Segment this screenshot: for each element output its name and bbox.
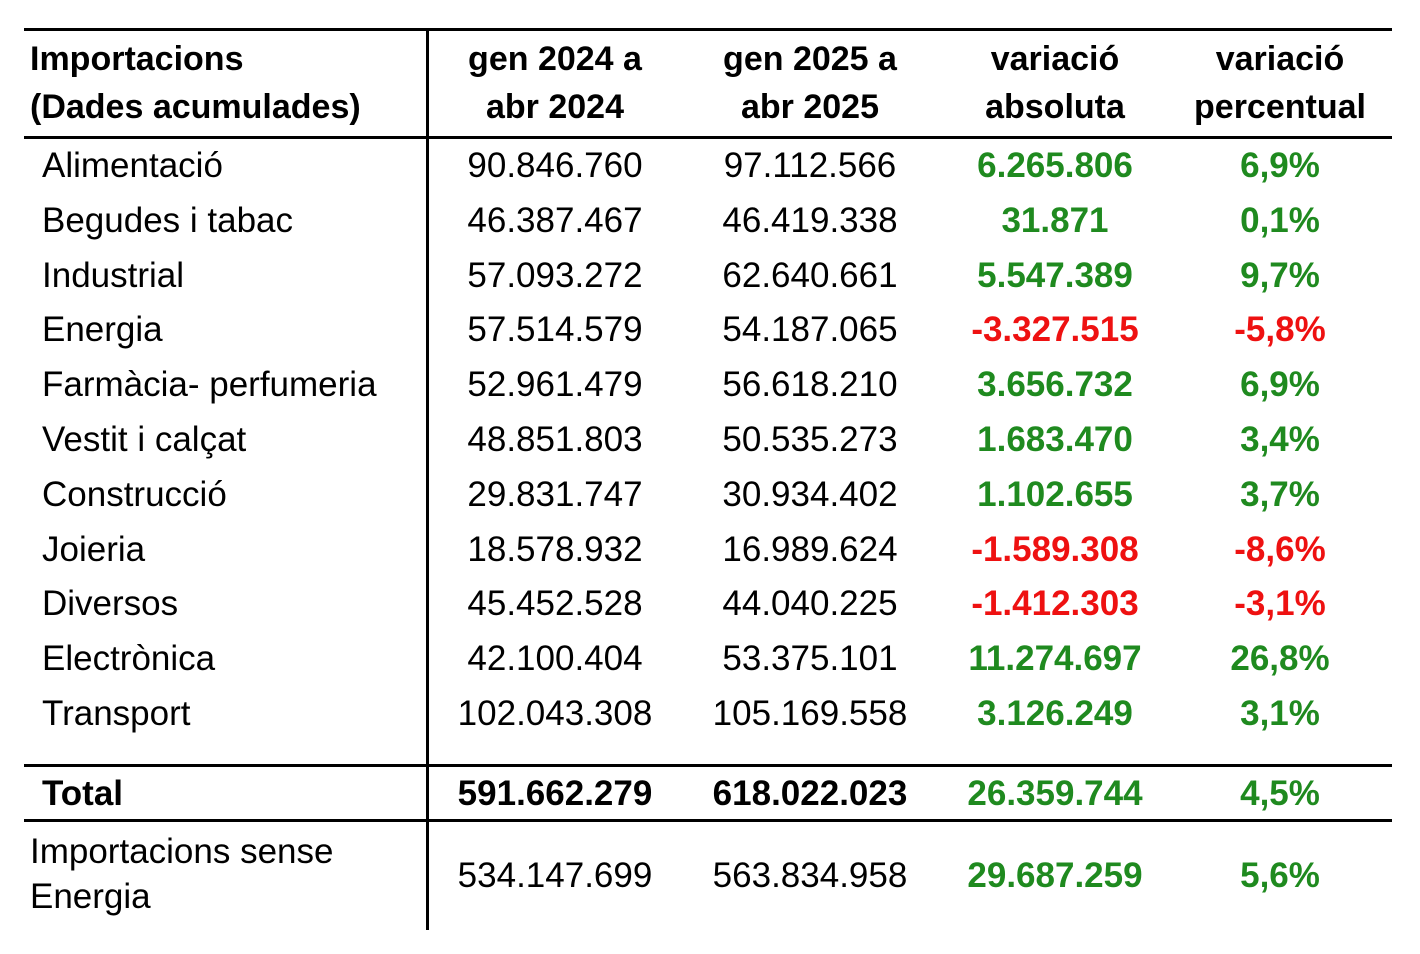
table-row-value-2024: 102.043.308 (457, 694, 653, 733)
table-row-value-2025: 16.989.624 (722, 530, 898, 569)
table-row-category-name: Begudes i tabac (42, 201, 294, 240)
table-row-percent-change: 0,1% (1240, 201, 1320, 240)
table-row-category-name: Farmàcia- perfumeria (42, 365, 377, 404)
header-period-2025: gen 2025 a abr 2025 (695, 35, 925, 131)
table-row-absolute-change: 3.126.249 (977, 694, 1133, 733)
table-row-percent-change: 3,1% (1240, 694, 1320, 733)
header-category: Importacions (Dades acumulades) (30, 35, 361, 131)
header-absolute-change-line1: variació (990, 40, 1120, 78)
table-row-percent-change: -5,8% (1234, 310, 1326, 349)
table-row-percent-change: 9,7% (1240, 256, 1320, 295)
table-row-percent-change: 26,8% (1230, 639, 1330, 678)
table-row-absolute-change: 3.656.732 (977, 365, 1133, 404)
table-row-category-name: Alimentació (42, 146, 223, 185)
total-absolute-change: 26.359.744 (967, 774, 1143, 813)
table-row-value-2025: 62.640.661 (722, 256, 898, 295)
table-row-absolute-change: -1.412.303 (971, 584, 1139, 623)
no-energy-2025: 563.834.958 (712, 856, 908, 895)
header-category-line1: Importacions (30, 40, 244, 78)
no-energy-percent-change: 5,6% (1240, 856, 1320, 895)
table-row-value-2025: 30.934.402 (722, 475, 898, 514)
header-period-2025-line2: abr 2025 (741, 88, 879, 126)
table-row-absolute-change: 1.683.470 (977, 420, 1133, 459)
table-row-percent-change: -3,1% (1234, 584, 1326, 623)
table-row-absolute-change: 31.871 (1001, 201, 1109, 240)
total-bottom-rule (24, 819, 1392, 822)
table-row-percent-change: 6,9% (1240, 365, 1320, 404)
table-row-category-name: Vestit i calçat (42, 420, 247, 459)
table-row-value-2024: 45.452.528 (467, 584, 643, 623)
table-row-value-2024: 48.851.803 (467, 420, 643, 459)
total-2024: 591.662.279 (457, 774, 653, 813)
table-row-value-2024: 90.846.760 (467, 146, 643, 185)
header-period-2024: gen 2024 a abr 2024 (440, 35, 670, 131)
table-top-rule (24, 28, 1392, 31)
header-percent-change-line2: percentual (1194, 88, 1366, 126)
table-row-value-2025: 50.535.273 (722, 420, 898, 459)
table-row-value-2025: 56.618.210 (722, 365, 898, 404)
table-row-percent-change: -8,6% (1234, 530, 1326, 569)
table-row-value-2025: 97.112.566 (723, 146, 897, 185)
table-row-category-name: Electrònica (42, 639, 216, 678)
table-row-absolute-change: 11.274.697 (968, 639, 1142, 678)
no-energy-label: Importacions sense Energia (30, 829, 333, 919)
first-column-rule (426, 30, 429, 930)
header-period-2024-line1: gen 2024 a (468, 40, 642, 78)
table-row-category-name: Construcció (42, 475, 227, 514)
table-row-value-2025: 54.187.065 (722, 310, 898, 349)
table-row-absolute-change: 1.102.655 (977, 475, 1133, 514)
header-category-line2: (Dades acumulades) (30, 88, 361, 126)
no-energy-label-line2: Energia (30, 877, 151, 916)
header-period-2024-line2: abr 2024 (486, 88, 624, 126)
table-row-value-2024: 42.100.404 (467, 639, 643, 678)
table-row-absolute-change: 5.547.389 (977, 256, 1133, 295)
total-2025: 618.022.023 (712, 774, 908, 813)
table-row-absolute-change: -3.327.515 (971, 310, 1139, 349)
table-row-percent-change: 6,9% (1240, 146, 1320, 185)
total-label: Total (42, 774, 124, 813)
table-row-category-name: Joieria (42, 530, 146, 569)
table-row-absolute-change: -1.589.308 (971, 530, 1139, 569)
total-top-rule (24, 764, 1392, 767)
table-row-value-2024: 29.831.747 (467, 475, 643, 514)
table-row-value-2024: 52.961.479 (467, 365, 643, 404)
header-period-2025-line1: gen 2025 a (723, 40, 897, 78)
table-row-category-name: Diversos (42, 584, 179, 623)
table-row-value-2024: 57.093.272 (467, 256, 643, 295)
table-row-value-2024: 57.514.579 (467, 310, 643, 349)
no-energy-2024: 534.147.699 (457, 856, 653, 895)
header-absolute-change: variació absoluta (940, 35, 1170, 131)
table-row-value-2025: 53.375.101 (722, 639, 898, 678)
table-row-category-name: Industrial (42, 256, 185, 295)
total-percent-change: 4,5% (1240, 774, 1320, 813)
table-row-value-2024: 46.387.467 (467, 201, 643, 240)
table-row-category-name: Transport (42, 694, 191, 733)
table-row-percent-change: 3,7% (1240, 475, 1320, 514)
header-bottom-rule (24, 136, 1392, 139)
table-row-value-2024: 18.578.932 (467, 530, 643, 569)
no-energy-label-line1: Importacions sense (30, 832, 334, 871)
table-row-value-2025: 105.169.558 (712, 694, 908, 733)
header-percent-change: variació percentual (1170, 35, 1390, 131)
table-row-absolute-change: 6.265.806 (977, 146, 1133, 185)
header-percent-change-line1: variació (1215, 40, 1345, 78)
table-row-category-name: Energia (42, 310, 163, 349)
table-row-value-2025: 46.419.338 (722, 201, 898, 240)
header-absolute-change-line2: absoluta (985, 88, 1125, 126)
table-row-value-2025: 44.040.225 (722, 584, 898, 623)
no-energy-absolute-change: 29.687.259 (967, 856, 1143, 895)
table-row-percent-change: 3,4% (1240, 420, 1320, 459)
